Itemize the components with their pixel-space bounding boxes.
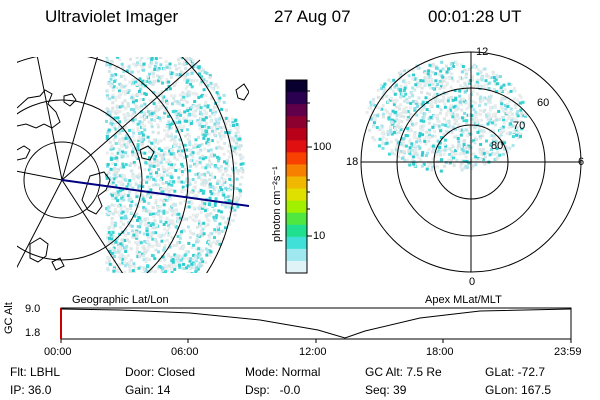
mode-field: Mode: Normal	[245, 365, 321, 379]
mlat-label-70: 70	[513, 120, 526, 132]
colorbar-tick-10: 10	[313, 230, 326, 242]
colorbar-cell	[286, 116, 307, 129]
mlat-label-60: 60	[537, 97, 550, 109]
colorbar-cell	[286, 212, 307, 226]
colorbar-cell	[286, 260, 307, 274]
ip-field: IP: 36.0	[10, 383, 52, 397]
altitude-xtick: 18:00	[426, 346, 454, 358]
colorbar-cell	[286, 188, 307, 202]
colorbar-cell	[286, 128, 307, 141]
altitude-ytick-bottom: 1.8	[25, 327, 41, 339]
colorbar-cell	[286, 248, 307, 262]
right-panel-caption: Apex MLat/MLT	[425, 294, 502, 306]
altitude-curve	[60, 308, 572, 339]
instrument-title: Ultraviolet Imager	[45, 7, 179, 26]
mlt-label-6: 6	[578, 156, 585, 168]
left-panel-caption: Geographic Lat/Lon	[72, 294, 169, 306]
colorbar-cell	[286, 200, 307, 214]
auroral-emission-right	[365, 60, 528, 173]
door-field: Door: Closed	[125, 365, 196, 379]
glat-field: GLat: -72.7	[485, 365, 546, 379]
gain-field: Gain: 14	[125, 383, 171, 397]
glon-field: GLon: 167.5	[485, 383, 552, 397]
altitude-ytick-top: 9.0	[25, 303, 41, 315]
colorbar-cell	[286, 176, 307, 190]
mlat-label-80: 80	[491, 140, 504, 152]
altitude-ylabel: GC Alt	[3, 302, 15, 334]
altitude-xtick: 12:00	[299, 346, 327, 358]
colorbar-cell	[286, 224, 307, 238]
colorbar-tick-100: 100	[313, 141, 332, 153]
mlt-label-0: 0	[469, 276, 476, 288]
mlt-label-12: 12	[476, 46, 489, 58]
dsp-field: Dsp: -0.0	[245, 383, 301, 397]
colorbar-cell	[286, 164, 307, 178]
colorbar-cell	[286, 104, 307, 117]
coastline	[17, 83, 249, 271]
colorbar-cell	[286, 80, 307, 93]
colorbar-cell	[286, 140, 307, 153]
gc-alt-field: GC Alt: 7.5 Re	[365, 365, 442, 379]
altitude-xtick: 00:00	[44, 346, 72, 358]
altitude-xtick: 06:00	[171, 346, 199, 358]
altitude-xtick: 23:59	[554, 346, 582, 358]
seq-field: Seq: 39	[365, 383, 407, 397]
date-label: 27 Aug 07	[274, 7, 351, 26]
colorbar-cell	[286, 152, 307, 166]
colorbar-cell	[286, 236, 307, 250]
colorbar-cell	[286, 92, 307, 105]
filter-field: Flt: LBHL	[10, 365, 61, 379]
mlt-label-18: 18	[346, 156, 359, 168]
time-label: 00:01:28 UT	[428, 7, 522, 26]
